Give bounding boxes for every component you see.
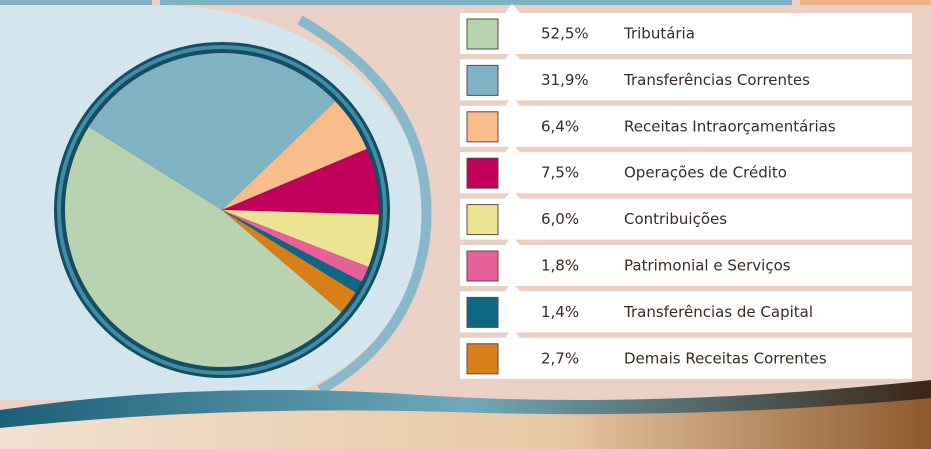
legend-notch <box>505 50 520 60</box>
legend-row <box>460 198 912 240</box>
top-bar <box>160 0 792 5</box>
legend-notch <box>505 143 520 153</box>
pie-slice <box>222 210 356 312</box>
legend-value: 6,4% <box>541 117 579 135</box>
legend-label: Receitas Intraorçamentárias <box>624 117 836 135</box>
pie-slice <box>222 210 379 267</box>
legend-row <box>460 291 912 333</box>
legend-row <box>460 59 912 101</box>
legend-label: Demais Receitas Correntes <box>624 349 827 367</box>
legend-label: Patrimonial e Serviços <box>624 257 791 275</box>
pie-slice <box>222 101 367 210</box>
pie-slice <box>222 210 362 293</box>
legend-label: Contribuições <box>624 210 727 228</box>
legend-swatch <box>466 157 499 189</box>
pie-slice <box>222 210 369 282</box>
pie-slice <box>88 52 336 210</box>
legend-notch <box>505 96 520 106</box>
top-bar <box>0 0 152 5</box>
legend-notch <box>505 189 520 199</box>
legend-notch <box>505 328 520 338</box>
pie-slice <box>64 126 342 368</box>
legend-swatch <box>466 204 499 236</box>
legend-row <box>460 105 912 147</box>
legend-swatch <box>466 296 499 328</box>
legend-value: 1,4% <box>541 303 579 321</box>
legend-notch <box>505 4 520 13</box>
legend-value: 6,0% <box>541 210 579 228</box>
legend-row <box>460 245 912 286</box>
legend-value: 1,8% <box>541 257 579 275</box>
legend-label: Transferências Correntes <box>623 71 810 89</box>
legend-swatch <box>466 64 499 96</box>
legend-swatch <box>466 343 499 375</box>
wave <box>0 398 931 449</box>
pie-slice <box>222 148 379 215</box>
legend-swatch <box>466 250 499 282</box>
legend-swatch <box>466 18 499 50</box>
legend-value: 7,5% <box>541 164 579 182</box>
legend-row <box>460 152 912 194</box>
top-bar <box>800 0 931 5</box>
legend-row <box>460 337 912 379</box>
legend-label: Operações de Crédito <box>624 164 787 182</box>
legend-label: Transferências de Capital <box>623 303 813 321</box>
legend-swatch <box>466 111 499 143</box>
legend-notch <box>505 236 520 245</box>
backdrop-arc <box>297 15 432 395</box>
legend-notch <box>505 282 520 292</box>
legend-row <box>460 13 912 54</box>
legend: 52,5% Tributária 31,9% Transferências Corre… <box>460 4 912 379</box>
pie <box>64 52 379 368</box>
legend-value: 52,5% <box>541 25 589 43</box>
legend-value: 2,7% <box>541 349 579 367</box>
legend-label: Tributária <box>623 25 695 43</box>
legend-value: 31,9% <box>541 71 589 89</box>
pie-ring <box>57 45 387 375</box>
